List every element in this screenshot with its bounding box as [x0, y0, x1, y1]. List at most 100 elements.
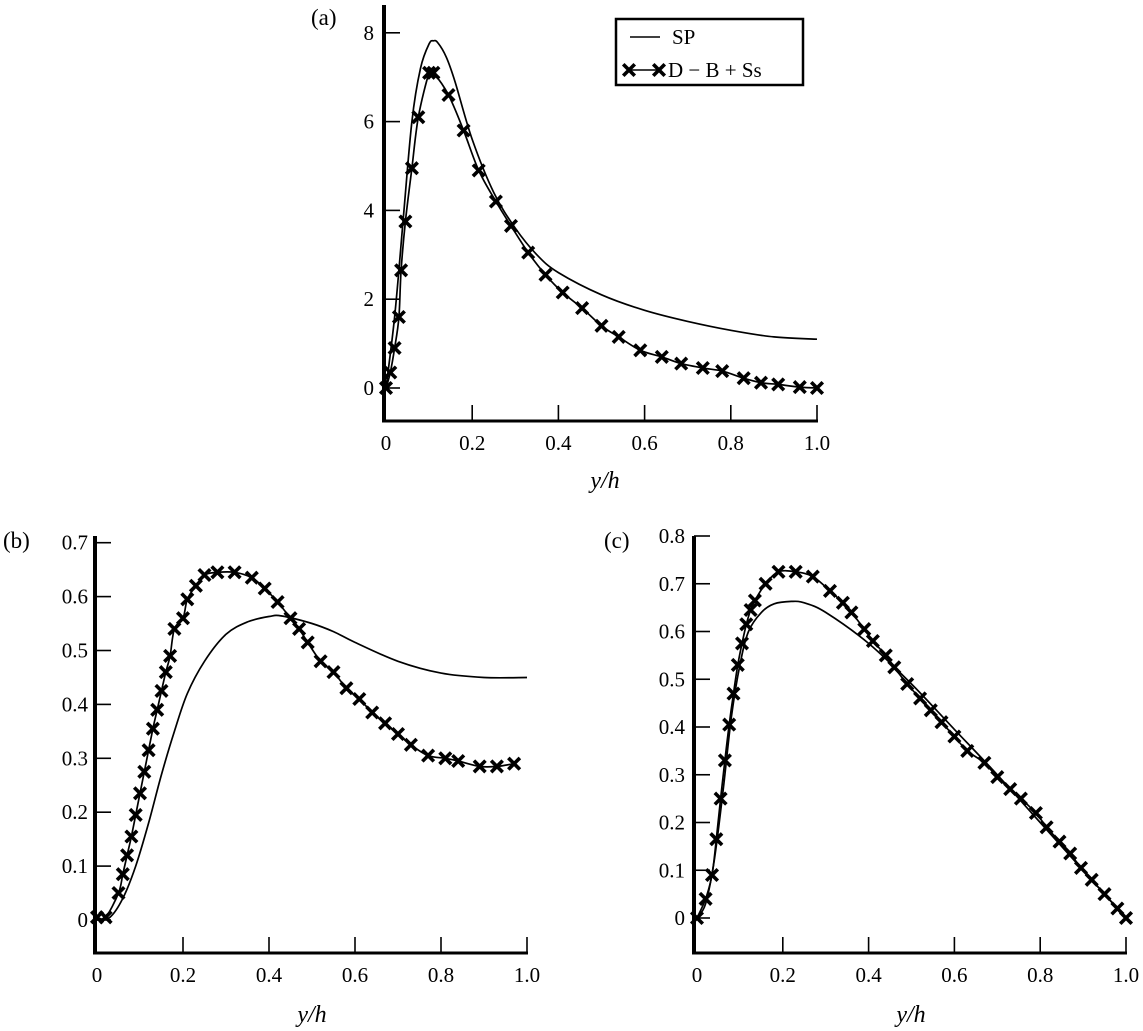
x-marker-icon	[771, 377, 786, 392]
panel-b: (b) 0 0.1 0.2 0.3 0.4 0.5 0.6 0.7 0 0.2 0.4 0.6 0.8 1…	[3, 528, 540, 1028]
x-marker-icon	[1028, 805, 1043, 821]
y-tick-label: 0.3	[62, 746, 88, 770]
x-marker-icon	[163, 648, 178, 663]
x-marker-icon	[695, 360, 710, 376]
x-marker-icon	[141, 743, 156, 758]
x-marker-icon	[378, 380, 394, 396]
panel-c-axes: 0 0.1 0.2 0.3 0.4 0.5 0.6 0.7 0.8 0 0.2 0.4 0.6 0.8 1.…	[659, 524, 1139, 987]
x-marker-icon	[421, 748, 436, 763]
x-marker-icon	[633, 343, 648, 358]
x-marker-icon	[809, 380, 825, 396]
x-tick-label: 0.8	[718, 431, 744, 455]
series-dbss	[89, 565, 522, 925]
x-marker-icon	[555, 285, 570, 300]
x-marker-icon	[844, 605, 859, 620]
panel-b-x-axis-title: y/h	[295, 1002, 326, 1028]
x-marker-icon	[747, 593, 762, 608]
y-tick-label: 4	[364, 198, 375, 222]
y-tick-label: 0.1	[659, 858, 685, 882]
x-marker-icon	[960, 743, 975, 758]
x-marker-icon	[521, 245, 536, 260]
x-marker-icon	[124, 829, 139, 844]
panel-c-x-axis-title: y/h	[894, 1002, 925, 1028]
x-marker-icon	[739, 617, 754, 632]
x-marker-icon	[404, 161, 419, 176]
x-marker-icon	[390, 726, 406, 742]
x-marker-icon	[145, 721, 160, 736]
legend-dbss-label: D − B + Ss	[668, 58, 762, 82]
y-tick-label: 8	[364, 21, 375, 45]
y-tick-label: 0.3	[659, 763, 685, 787]
x-marker-icon	[270, 594, 285, 610]
x-marker-icon	[120, 848, 135, 863]
panel-b-label: (b)	[3, 528, 30, 553]
x-marker-icon	[689, 910, 705, 926]
x-marker-icon	[292, 621, 307, 636]
x-marker-icon	[792, 380, 807, 395]
y-tick-label: 0.2	[62, 800, 88, 824]
x-marker-icon	[611, 329, 626, 344]
x-tick-label: 0	[92, 963, 103, 987]
x-marker-icon	[990, 770, 1005, 785]
x-marker-icon	[805, 569, 820, 584]
x-marker-icon	[378, 716, 393, 731]
y-tick-label: 0.8	[659, 524, 685, 548]
x-marker-icon	[900, 676, 915, 692]
series-dbss	[689, 564, 1134, 926]
x-marker-icon	[352, 691, 367, 707]
panel-a-plot-area	[378, 39, 825, 396]
x-marker-icon	[339, 681, 354, 696]
x-tick-label: 0.8	[428, 963, 454, 987]
x-marker-icon	[704, 867, 720, 883]
x-marker-icon	[715, 364, 730, 379]
x-marker-icon	[283, 611, 298, 626]
x-marker-icon	[426, 65, 441, 80]
y-tick-label: 0	[675, 906, 686, 930]
x-marker-icon	[489, 759, 504, 774]
x-tick-label: 0.4	[256, 963, 283, 987]
x-marker-icon	[472, 759, 487, 774]
y-tick-label: 0.4	[659, 715, 686, 739]
x-marker-icon	[398, 214, 413, 229]
y-tick-label: 6	[364, 110, 375, 134]
x-marker-icon	[947, 729, 962, 744]
x-tick-label: 0.2	[770, 963, 796, 987]
x-marker-icon	[503, 218, 519, 233]
x-marker-icon	[257, 581, 272, 596]
y-tick-label: 0.6	[659, 620, 685, 644]
x-marker-icon	[736, 371, 751, 386]
panel-a-x-axis-title: y/h	[588, 468, 619, 494]
x-marker-icon	[674, 356, 689, 371]
x-marker-icon	[403, 737, 418, 752]
x-marker-icon	[488, 194, 503, 209]
x-marker-icon	[1118, 910, 1134, 926]
x-marker-icon	[713, 791, 728, 806]
x-marker-icon	[753, 375, 769, 390]
legend: SP D − B + Ss	[614, 17, 805, 87]
x-marker-icon	[128, 807, 143, 822]
x-tick-label: 0.8	[1027, 963, 1053, 987]
x-marker-icon	[383, 365, 398, 380]
x-tick-label: 0.4	[855, 963, 882, 987]
panel-b-plot-area	[89, 565, 528, 925]
y-tick-label: 0	[78, 908, 89, 932]
x-marker-icon	[507, 756, 522, 771]
x-marker-icon	[244, 570, 259, 585]
x-marker-icon	[471, 163, 486, 178]
legend-sp-label: SP	[672, 25, 695, 49]
x-tick-label: 0.2	[170, 963, 196, 987]
x-marker-icon	[98, 910, 113, 925]
x-marker-icon	[878, 648, 893, 663]
x-marker-icon	[158, 665, 173, 680]
x-marker-icon	[441, 87, 456, 103]
x-marker-icon	[313, 654, 328, 669]
x-marker-icon	[387, 340, 402, 356]
x-marker-icon	[698, 891, 713, 906]
series-sp	[96, 614, 528, 921]
panel-a: (a) 0 2 4 6 8 0 0.2 0.4 0.6 0.8 1.0 y/h SP D − B +…	[311, 5, 830, 494]
x-marker-icon	[1073, 860, 1089, 875]
x-marker-icon	[188, 578, 203, 593]
x-marker-icon	[709, 832, 724, 847]
x-marker-icon	[887, 660, 902, 675]
legend-box	[614, 17, 805, 87]
